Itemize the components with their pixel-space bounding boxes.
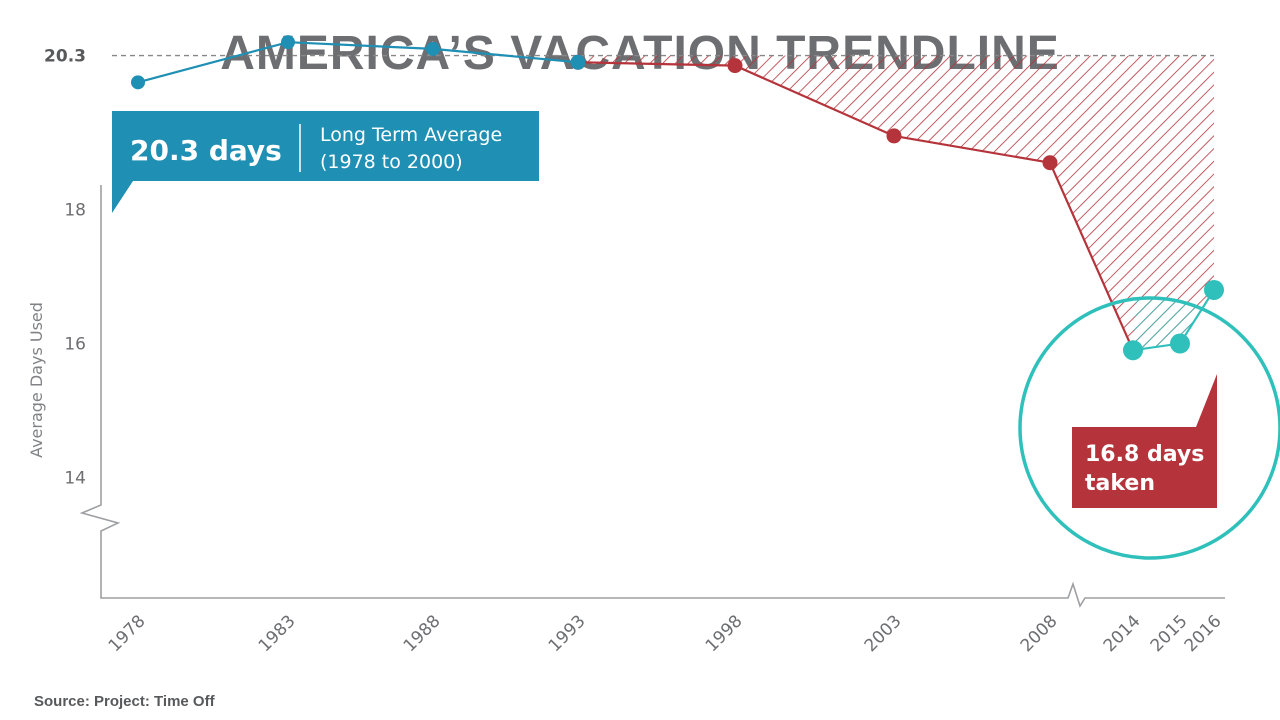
average-callout-label-2: (1978 to 2000) — [320, 151, 463, 173]
x-tick-label: 2014 — [1100, 611, 1145, 656]
x-tick-label: 2008 — [1017, 611, 1062, 656]
data-point — [1170, 333, 1190, 354]
x-tick-label: 1988 — [400, 611, 445, 656]
taken-callout-box — [1072, 374, 1217, 508]
deficit-hatch — [578, 55, 1214, 351]
y-tick-label: 18 — [64, 201, 86, 221]
x-tick-label: 2016 — [1181, 611, 1226, 656]
average-callout-value: 20.3 days — [130, 134, 282, 167]
x-tick-label: 1993 — [545, 611, 590, 656]
x-tick-label: 2015 — [1147, 611, 1192, 656]
data-point — [1204, 279, 1224, 300]
taken-callout-line-1: 16.8 days — [1085, 442, 1204, 467]
x-tick-label: 1983 — [255, 611, 300, 656]
series-line — [137, 41, 579, 84]
taken-callout-line-2: taken — [1085, 471, 1155, 496]
source-note: Source: Project: Time Off — [34, 693, 215, 710]
taken-callout: 16.8 days taken — [1072, 374, 1217, 508]
average-callout-box — [112, 111, 539, 213]
data-point — [727, 58, 743, 74]
data-points — [131, 35, 1224, 361]
x-tick-label: 2003 — [861, 611, 906, 656]
y-tick-label: 20.3 — [44, 47, 86, 67]
average-callout-label-1: Long Term Average — [320, 124, 502, 146]
data-point — [570, 54, 586, 70]
data-point — [886, 128, 902, 144]
x-tick-label: 1998 — [702, 611, 747, 656]
axis-lines — [79, 185, 1225, 608]
decline-connector — [1048, 162, 1135, 351]
data-point — [1123, 340, 1143, 361]
average-callout: 20.3 days Long Term Average (1978 to 200… — [112, 111, 539, 213]
data-point — [426, 41, 440, 56]
zoom-circle — [1018, 296, 1280, 560]
decline-shading — [578, 55, 1214, 351]
data-point — [281, 35, 295, 50]
y-tick-label: 14 — [64, 468, 86, 488]
axes — [79, 185, 1225, 608]
data-point — [1042, 155, 1058, 171]
series-line — [577, 61, 1051, 164]
y-axis-ticks: 14 16 18 20.3 — [44, 47, 86, 489]
y-axis-title: Average Days Used — [27, 302, 46, 458]
data-point — [131, 75, 145, 90]
y-tick-label: 16 — [64, 335, 86, 355]
x-tick-label: 1978 — [105, 611, 150, 656]
